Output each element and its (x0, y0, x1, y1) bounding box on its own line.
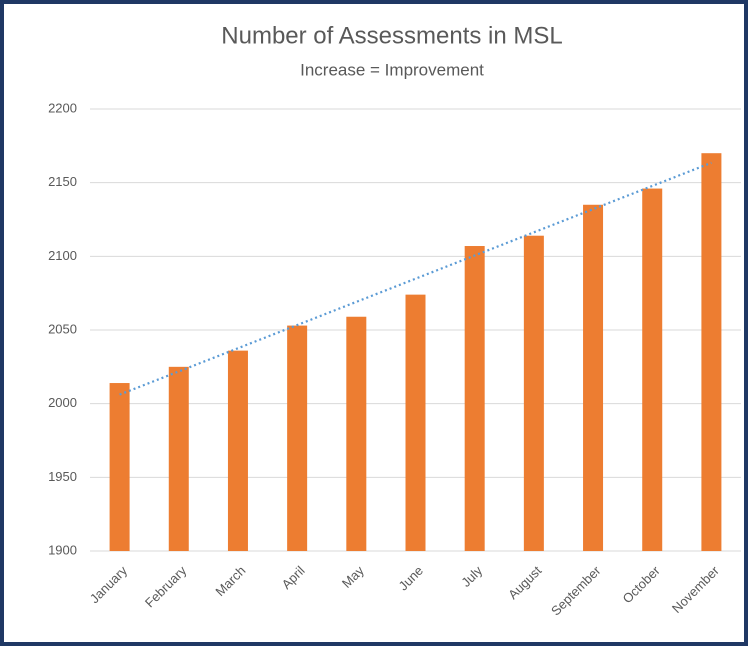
chart-title: Number of Assessments in MSL (221, 22, 562, 49)
y-tick-label: 1900 (48, 542, 77, 557)
bar (168, 366, 189, 551)
bar (583, 204, 604, 551)
y-tick-label: 2150 (48, 174, 77, 189)
chart-subtitle: Increase = Improvement (300, 60, 484, 79)
bar (405, 294, 426, 551)
bar (287, 325, 308, 551)
bar (109, 383, 130, 551)
bar (464, 246, 485, 551)
y-tick-label: 2200 (48, 100, 77, 115)
bar (642, 188, 663, 551)
bar (701, 153, 722, 551)
y-tick-label: 2000 (48, 395, 77, 410)
bar (523, 235, 544, 551)
y-tick-label: 1950 (48, 469, 77, 484)
bar (346, 316, 367, 551)
y-tick-label: 2050 (48, 321, 77, 336)
y-tick-label: 2100 (48, 248, 77, 263)
bar (227, 350, 248, 551)
trendline (119, 161, 712, 396)
